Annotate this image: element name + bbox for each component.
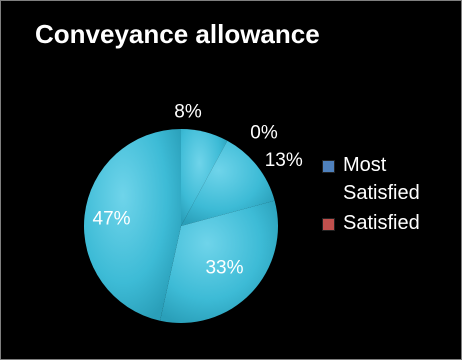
legend: Most Satisfied Satisfied bbox=[319, 151, 461, 237]
legend-item-most-satisfied: Most Satisfied bbox=[319, 151, 461, 207]
legend-label-most-satisfied: Most Satisfied bbox=[343, 154, 420, 204]
slice-label: 47% bbox=[93, 208, 131, 229]
slice-label: 8% bbox=[174, 101, 202, 122]
pie-slice bbox=[160, 200, 278, 323]
chart-title: Conveyance allowance bbox=[35, 19, 320, 49]
legend-swatch-satisfied bbox=[322, 218, 335, 231]
slice-label: 33% bbox=[205, 258, 243, 279]
pie-slice bbox=[181, 129, 228, 226]
pie-slice bbox=[181, 140, 275, 226]
slice-label: 0% bbox=[250, 122, 278, 143]
legend-label-satisfied: Satisfied bbox=[343, 212, 420, 234]
legend-swatch-most-satisfied bbox=[322, 160, 335, 173]
legend-item-satisfied: Satisfied bbox=[319, 209, 461, 237]
pie-slice bbox=[84, 129, 181, 321]
slice-label: 13% bbox=[265, 150, 303, 171]
